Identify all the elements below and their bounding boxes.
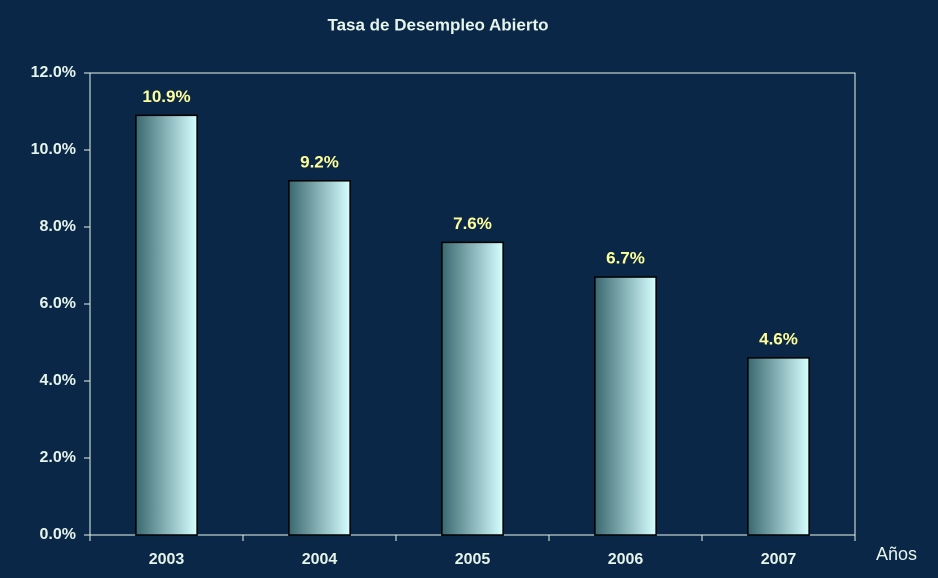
data-label: 4.6% [759, 329, 798, 348]
bar [288, 180, 351, 536]
data-label: 6.7% [606, 249, 645, 268]
bar [747, 357, 810, 536]
x-tick-label: 2003 [149, 551, 185, 568]
x-tick-label: 2007 [761, 551, 797, 568]
bar [594, 276, 657, 536]
x-tick-label: 2004 [302, 551, 338, 568]
y-tick-label: 2.0% [40, 449, 76, 466]
y-tick-label: 4.0% [40, 372, 76, 389]
bar [135, 114, 198, 536]
data-label: 10.9% [142, 87, 190, 106]
y-tick-label: 0.0% [40, 526, 76, 543]
y-tick-label: 12.0% [31, 64, 76, 81]
x-axis-label: Años [876, 544, 917, 564]
x-tick-label: 2006 [608, 551, 644, 568]
chart-title: Tasa de Desempleo Abierto [327, 15, 548, 34]
data-label: 7.6% [453, 214, 492, 233]
y-tick-label: 8.0% [40, 218, 76, 235]
data-label: 9.2% [300, 152, 339, 171]
bar [441, 241, 504, 536]
x-tick-label: 2005 [455, 551, 491, 568]
y-tick-label: 6.0% [40, 295, 76, 312]
y-tick-label: 10.0% [31, 141, 76, 158]
